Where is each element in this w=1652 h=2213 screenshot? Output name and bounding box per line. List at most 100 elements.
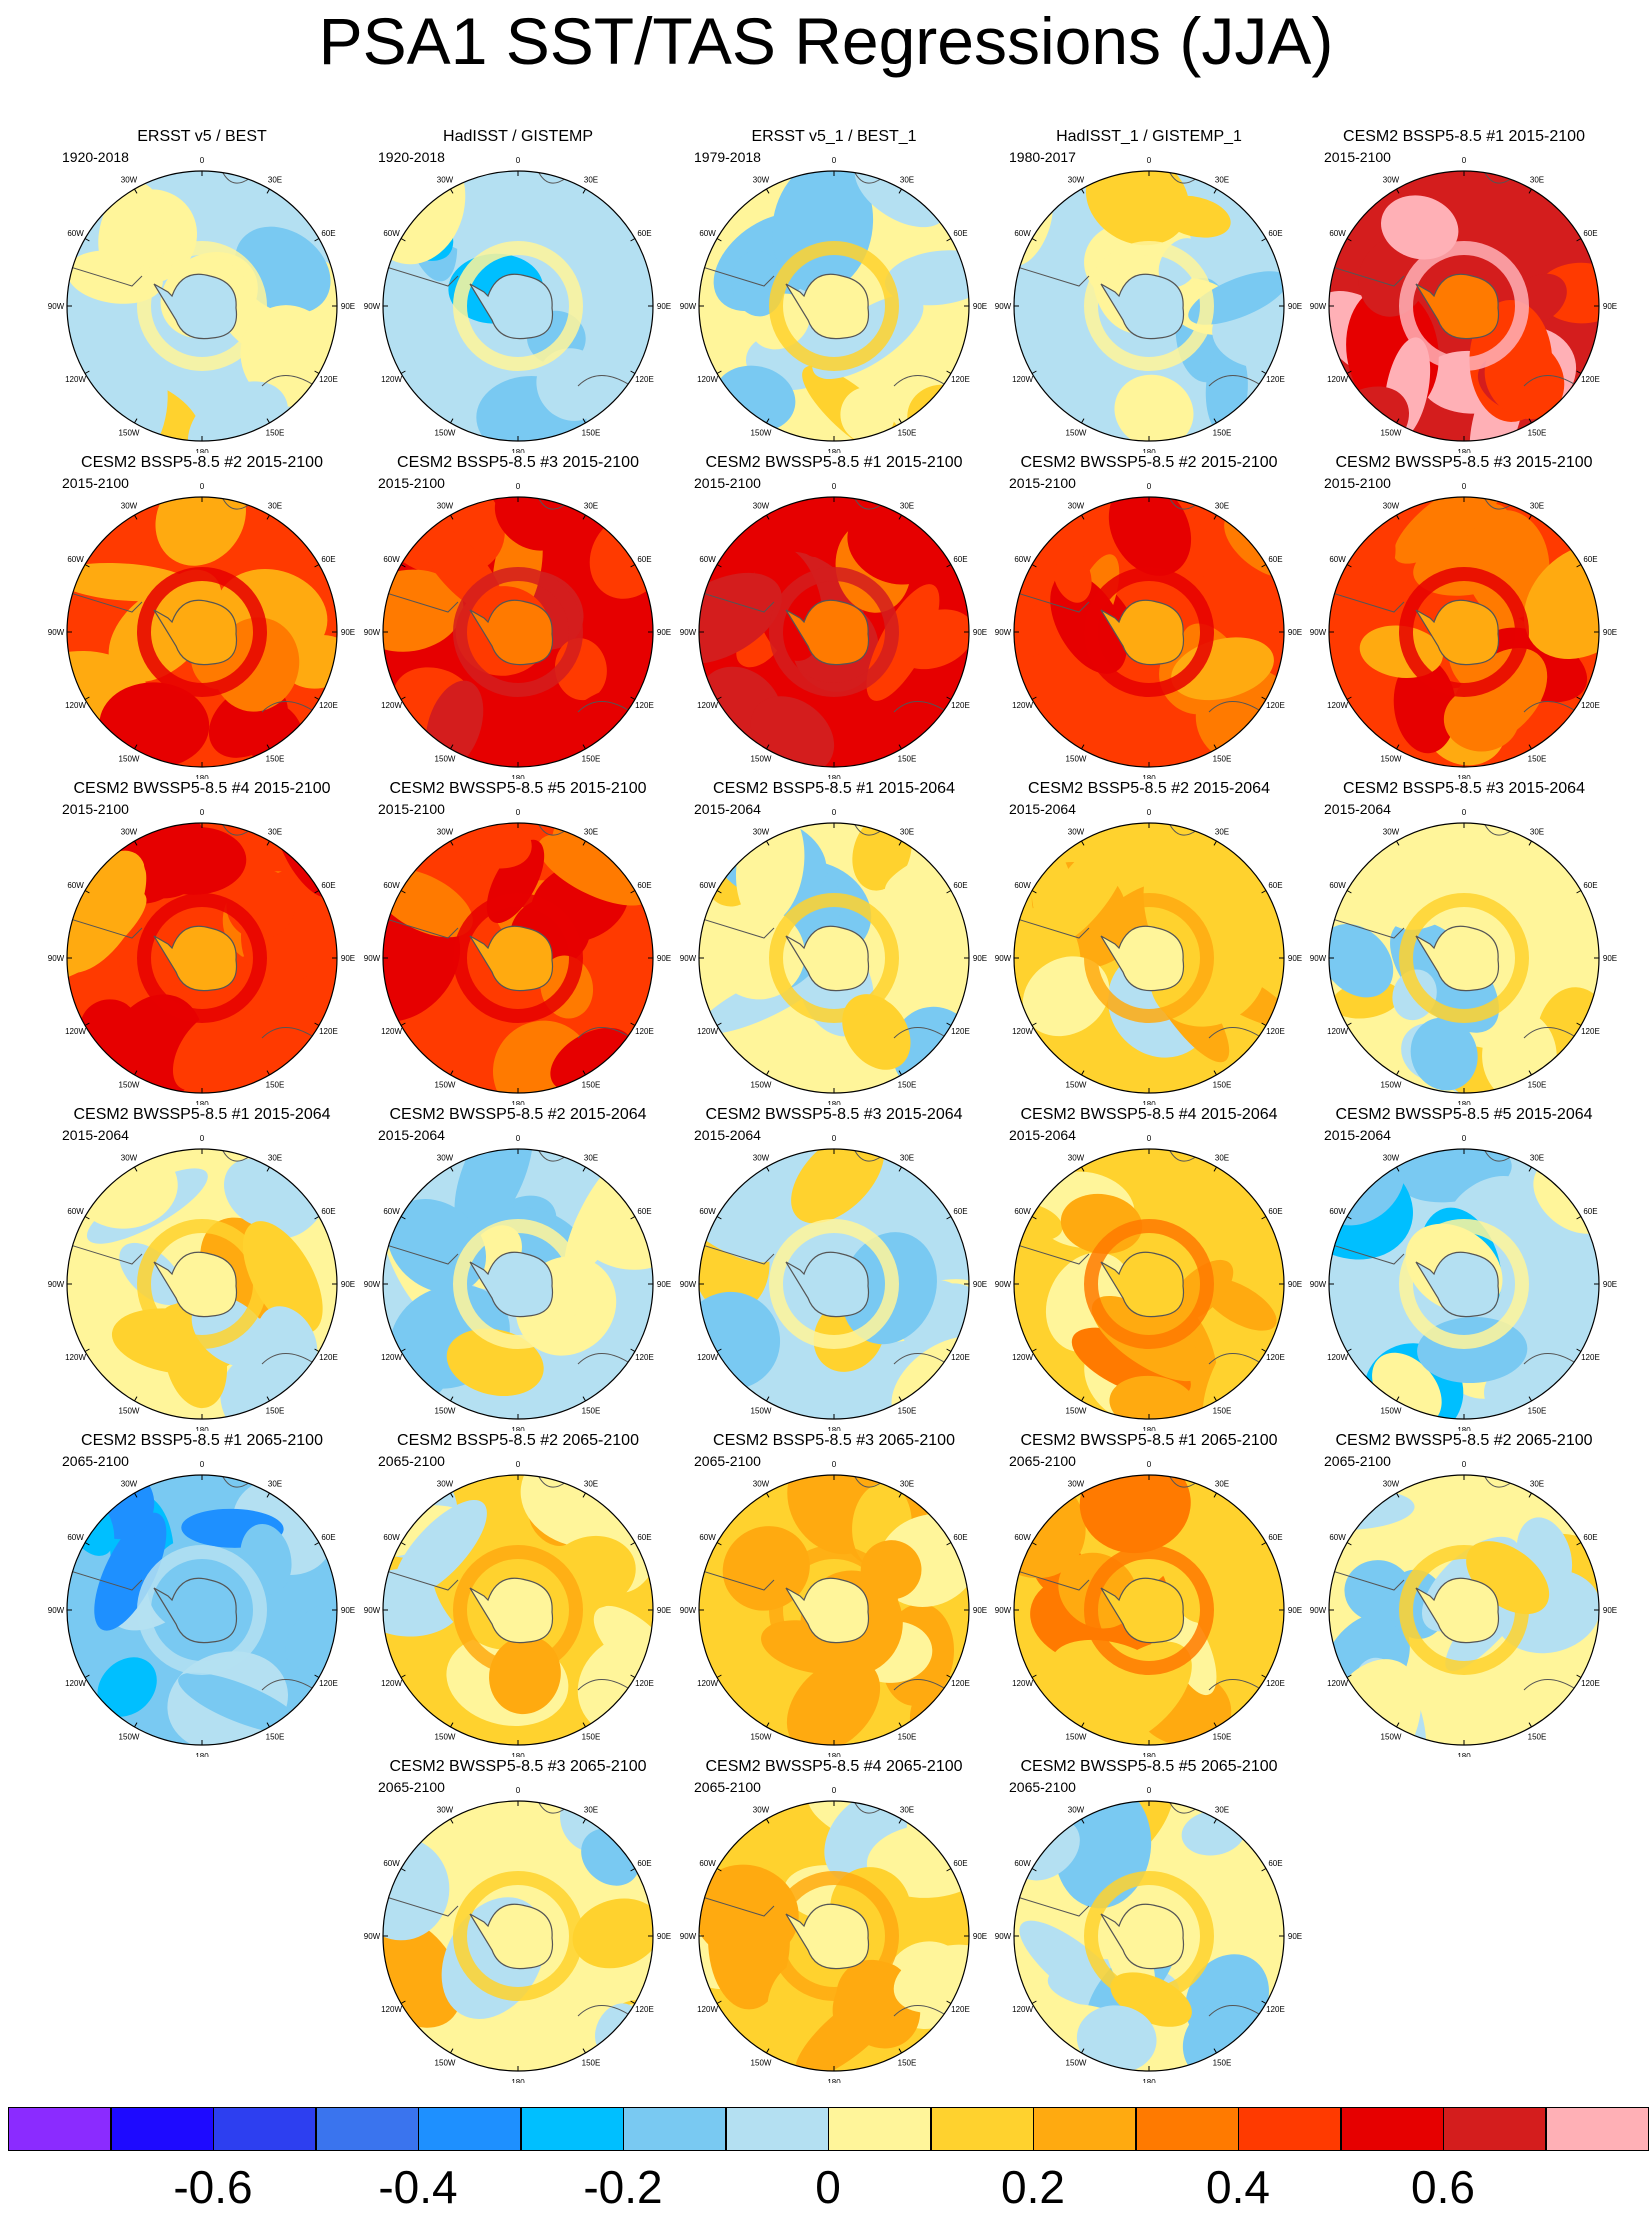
lon-label: 150E (1213, 1406, 1232, 1415)
lon-tick (1528, 1166, 1532, 1172)
lon-tick (766, 1818, 770, 1824)
polar-map: 0 30E 60E 90E 120E 150E 180 150W 120W 90W 60W 30W (364, 1460, 671, 1757)
anomaly-patch (1523, 542, 1599, 659)
lon-label: 150E (1528, 754, 1547, 763)
colorbar-label: -0.6 (173, 2161, 253, 2213)
lon-label: 150W (435, 754, 456, 763)
colorbar (8, 2107, 1649, 2153)
panel-title: CESM2 BWSSP5-8.5 #3 2015-2064 (705, 1106, 963, 1123)
panel-title: CESM2 BWSSP5-8.5 #2 2065-2100 (1335, 1432, 1593, 1449)
panel-title: CESM2 BWSSP5-8.5 #4 2015-2100 (73, 780, 331, 797)
africa-coast (1483, 171, 1513, 184)
lon-tick (630, 696, 636, 700)
lon-tick (582, 1070, 586, 1076)
lon-label: 90E (973, 1606, 987, 1615)
lon-label: 0 (1147, 1134, 1152, 1143)
lon-tick (1528, 1722, 1532, 1728)
lon-label: 150E (266, 1406, 285, 1415)
lon-label: 180 (827, 1426, 841, 1431)
panel-period: 2015-2100 (1324, 475, 1391, 491)
panel-title: CESM2 BWSSP5-8.5 #1 2065-2100 (1020, 1432, 1278, 1449)
lon-label: 30E (900, 1806, 914, 1815)
lon-label: 30W (753, 828, 770, 837)
lon-tick (1346, 564, 1352, 568)
map-panel: 0 30E 60E 90E 120E 150E 180 150W 120W 90W 60W 30W CE… (359, 453, 677, 779)
lon-label: 150E (266, 428, 285, 437)
lon-tick (1081, 188, 1085, 194)
lon-label: 150E (1528, 1732, 1547, 1741)
polar-map: 0 30E 60E 90E 120E 150E 180 150W 120W 90W 60W 30W (364, 156, 671, 453)
lon-label: 120W (65, 701, 86, 710)
polar-map: 0 30E 60E 90E 120E 150E 180 150W 120W 90W 60W 30W (680, 1460, 987, 1757)
lon-tick (766, 744, 770, 750)
polar-map: 0 30E 60E 90E 120E 150E 180 150W 120W 90W 60W 30W (995, 1786, 1302, 2083)
lon-label: 90W (48, 628, 65, 637)
antarctica-outline (469, 1251, 554, 1318)
lon-tick (1528, 1070, 1532, 1076)
lon-label: 60W (1014, 555, 1031, 564)
lon-tick (1396, 1722, 1400, 1728)
lon-label: 150E (582, 1732, 601, 1741)
polar-map: 0 30E 60E 90E 120E 150E 180 150W 120W 90W 60W 30W (680, 482, 987, 779)
panel-title: CESM2 BWSSP5-8.5 #3 2015-2100 (1335, 454, 1593, 471)
panel-period: 2065-2100 (1009, 1779, 1076, 1795)
lon-tick (716, 1022, 722, 1026)
panel-title: CESM2 BSSP5-8.5 #2 2015-2100 (81, 454, 323, 471)
lon-tick (946, 1022, 952, 1026)
lon-label: 60W (383, 1533, 400, 1542)
africa-coast (221, 823, 251, 836)
panel-period: 2015-2064 (1324, 801, 1391, 817)
lon-label: 60W (67, 1207, 84, 1216)
lon-label: 90E (657, 302, 671, 311)
lon-label: 30E (1530, 176, 1544, 185)
lon-label: 90W (1310, 302, 1327, 311)
lon-label: 60E (637, 1533, 651, 1542)
lon-label: 90E (1603, 1280, 1617, 1289)
antarctica-outline (153, 1251, 238, 1318)
polar-map: 0 30E 60E 90E 120E 150E 180 150W 120W 90W 60W 30W (364, 482, 671, 779)
map-panel: 0 30E 60E 90E 120E 150E 180 150W 120W 90W 60W 30W CE… (359, 1757, 677, 2083)
lon-label: 60W (699, 555, 716, 564)
lon-tick (630, 1348, 636, 1352)
south-america-coast (1014, 1569, 1090, 1591)
antarctica-outline (1100, 925, 1185, 992)
lon-tick (400, 1022, 406, 1026)
africa-coast (1483, 497, 1513, 510)
south-america-coast (1329, 591, 1405, 613)
lon-label: 60W (699, 1207, 716, 1216)
lon-tick (582, 1396, 586, 1402)
lon-label: 30W (753, 1480, 770, 1489)
africa-coast (1168, 1801, 1198, 1814)
lon-label: 60E (637, 229, 651, 238)
lon-label: 90E (657, 1280, 671, 1289)
colorbar-label: -0.4 (378, 2161, 458, 2213)
lon-tick (1081, 1396, 1085, 1402)
polar-map: 0 30E 60E 90E 120E 150E 180 150W 120W 90W 60W 30W (48, 1134, 355, 1431)
lon-label: 120W (697, 375, 718, 384)
lon-tick (1396, 1492, 1400, 1498)
anomaly-patch (874, 899, 969, 1008)
anomaly-patch (383, 1914, 462, 2028)
lon-label: 90E (341, 1280, 355, 1289)
lon-label: 120W (381, 375, 402, 384)
panel-period: 1920-2018 (378, 149, 445, 165)
anomaly-patch (454, 1149, 534, 1238)
anomaly-patch (791, 1149, 885, 1224)
map-panel: 0 30E 60E 90E 120E 150E 180 150W 120W 90W 60W 30W CE… (1305, 453, 1623, 779)
panel-title: CESM2 BSSP5-8.5 #2 2065-2100 (397, 1432, 639, 1449)
lon-tick (1031, 1542, 1037, 1546)
lon-label: 150E (582, 754, 601, 763)
lon-tick (400, 890, 406, 894)
lon-tick (1346, 1674, 1352, 1678)
lon-tick (314, 696, 320, 700)
colorbar-box (213, 2107, 316, 2151)
lon-tick (1213, 1722, 1217, 1728)
lon-label: 90E (341, 1606, 355, 1615)
lon-label: 30W (1068, 176, 1085, 185)
lon-label: 0 (1147, 1786, 1152, 1795)
lon-label: 180 (827, 1752, 841, 1757)
lon-label: 60W (1014, 1859, 1031, 1868)
lon-tick (1213, 1396, 1217, 1402)
lon-label: 120W (381, 1353, 402, 1362)
antarctica-outline (1415, 599, 1500, 666)
